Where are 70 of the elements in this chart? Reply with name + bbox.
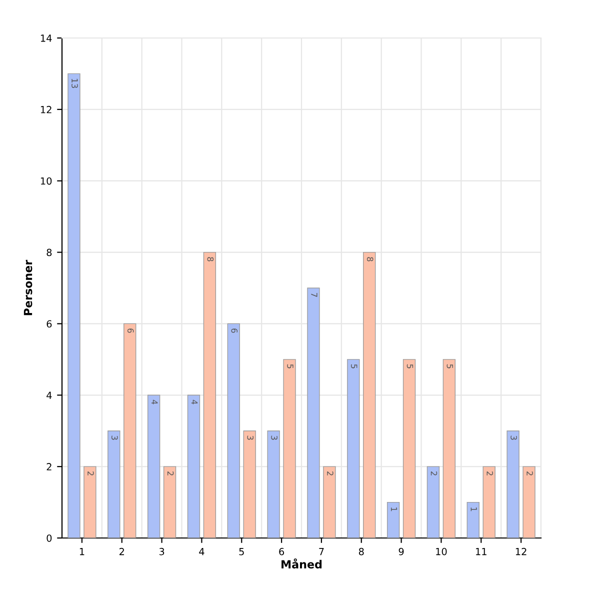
- bar: [187, 394, 200, 538]
- y-tick-label: 8: [46, 248, 52, 256]
- bar: [243, 430, 256, 538]
- x-tick-label: 11: [476, 548, 486, 556]
- data-label: 5: [350, 364, 358, 368]
- bar: [68, 73, 80, 538]
- data-label: 4: [191, 400, 198, 404]
- x-tick-label: 12: [516, 548, 526, 556]
- data-label: 3: [510, 436, 517, 440]
- bar: [466, 502, 480, 538]
- bar: [283, 359, 296, 538]
- bar: [522, 466, 536, 538]
- data-label: 8: [366, 257, 374, 262]
- y-tick-label: 6: [46, 320, 52, 328]
- bar: [307, 288, 320, 538]
- data-label: 1: [391, 507, 398, 512]
- data-label: 3: [271, 436, 278, 440]
- data-label: 5: [446, 364, 453, 368]
- bar: [506, 430, 520, 538]
- bar: [203, 252, 216, 538]
- bar: [124, 323, 136, 538]
- bar: [482, 466, 496, 538]
- bar: [363, 252, 376, 538]
- y-tick-label: 10: [40, 177, 52, 185]
- bar: [227, 323, 240, 538]
- x-tick-label: 8: [358, 548, 364, 556]
- x-tick-label: 2: [119, 548, 124, 556]
- data-label: 2: [526, 471, 533, 476]
- x-axis-title: Måned: [282, 558, 322, 569]
- data-label: 5: [287, 364, 294, 368]
- data-label: 2: [486, 471, 493, 476]
- data-label: 6: [231, 328, 238, 333]
- y-tick-label: 4: [46, 392, 52, 399]
- data-label: 4: [152, 400, 158, 404]
- y-tick-label: 14: [40, 34, 52, 42]
- y-tick-label: 2: [46, 463, 52, 470]
- x-tick-label: 10: [436, 548, 447, 556]
- data-label: 2: [430, 471, 438, 476]
- data-label: 6: [127, 328, 134, 333]
- x-tick-label: 7: [319, 548, 324, 556]
- bar: [267, 430, 280, 538]
- bar: [323, 466, 336, 538]
- x-tick-label: 5: [239, 548, 244, 556]
- data-label: 2: [327, 471, 334, 476]
- bar: [147, 394, 160, 538]
- x-tick-label: 6: [279, 548, 284, 556]
- data-label: 8: [207, 257, 214, 262]
- data-label: 5: [406, 364, 414, 368]
- data-label: 2: [167, 471, 174, 476]
- bar: [386, 502, 400, 538]
- x-tick-label: 1: [80, 548, 84, 556]
- data-label: 7: [311, 292, 318, 297]
- bar: [426, 466, 440, 538]
- x-tick-label: 4: [199, 548, 204, 556]
- data-label: 13: [72, 78, 78, 88]
- y-tick-label: 12: [40, 106, 52, 114]
- bar: [108, 430, 120, 538]
- bar: [442, 359, 456, 538]
- x-tick-label: 9: [398, 548, 404, 556]
- data-label: 3: [247, 436, 254, 440]
- data-label: 2: [88, 471, 94, 476]
- data-label: 3: [111, 436, 118, 440]
- y-axis-title: Personer: [24, 260, 32, 316]
- bar: [84, 466, 96, 538]
- bar: [402, 359, 416, 538]
- x-tick-label: 3: [159, 548, 164, 556]
- y-tick-label: 0: [46, 534, 52, 542]
- bar: [163, 466, 176, 538]
- bar: [347, 359, 360, 538]
- data-label: 1: [470, 507, 477, 512]
